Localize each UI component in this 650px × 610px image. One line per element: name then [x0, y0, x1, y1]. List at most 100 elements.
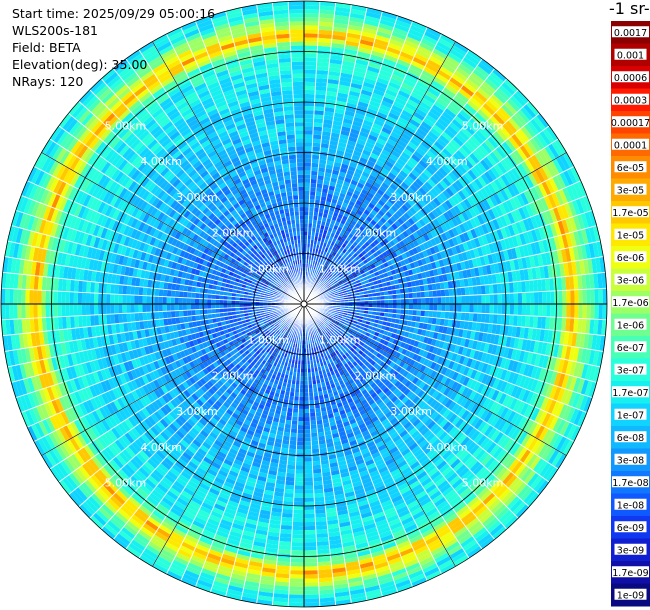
data-bin	[304, 134, 313, 139]
data-bin	[550, 304, 555, 318]
data-bin	[314, 195, 322, 201]
data-bin	[351, 74, 365, 82]
data-bin	[316, 220, 322, 225]
data-bin	[304, 182, 311, 188]
data-bin	[304, 392, 309, 397]
data-bin	[335, 2, 352, 9]
data-bin	[340, 163, 349, 170]
data-bin	[286, 468, 296, 474]
data-bin	[314, 203, 320, 209]
data-bin	[314, 94, 326, 100]
data-bin	[351, 124, 362, 132]
data-bin	[304, 578, 319, 583]
data-bin	[318, 21, 334, 27]
data-bin	[325, 197, 333, 203]
data-bin	[582, 289, 587, 304]
data-bin	[304, 477, 314, 482]
data-bin	[310, 420, 317, 426]
data-bin	[464, 286, 470, 296]
data-bin	[304, 9, 320, 14]
data-bin	[336, 179, 344, 185]
data-bin	[310, 170, 318, 176]
data-bin	[469, 295, 474, 304]
data-bin	[349, 86, 362, 94]
data-bin	[352, 70, 366, 78]
data-bin	[340, 130, 351, 137]
data-bin	[353, 66, 367, 74]
data-bin	[304, 529, 317, 535]
data-bin	[313, 114, 324, 120]
data-bin	[517, 292, 523, 304]
data-bin	[374, 38, 389, 47]
data-bin	[304, 215, 309, 220]
data-bin	[340, 188, 348, 195]
data-bin	[448, 311, 454, 320]
data-bin	[347, 136, 358, 143]
data-bin	[307, 235, 312, 240]
data-bin	[332, 211, 339, 218]
data-bin	[304, 65, 317, 71]
data-bin	[376, 30, 392, 39]
data-bin	[291, 529, 304, 535]
data-bin	[437, 296, 442, 304]
data-bin	[284, 488, 295, 494]
data-bin	[310, 174, 318, 180]
data-bin	[330, 132, 341, 139]
data-bin	[304, 247, 307, 252]
data-bin	[436, 310, 442, 319]
data-bin	[317, 216, 323, 222]
data-bin	[562, 304, 567, 318]
data-bin	[288, 590, 304, 595]
data-bin	[346, 28, 362, 36]
data-bin	[294, 481, 304, 486]
data-bin	[313, 122, 324, 128]
data-bin	[509, 293, 515, 304]
data-bin	[287, 456, 296, 462]
data-bin	[558, 304, 563, 318]
data-bin	[304, 114, 314, 119]
data-bin	[288, 594, 304, 599]
data-bin	[321, 131, 332, 137]
data-bin	[480, 313, 486, 324]
data-bin	[304, 437, 312, 442]
data-bin	[529, 291, 535, 304]
data-bin	[550, 290, 555, 304]
data-bin	[313, 476, 323, 482]
data-bin	[420, 310, 426, 317]
data-bin	[353, 146, 364, 154]
data-bin	[284, 423, 292, 429]
data-bin	[496, 314, 502, 325]
data-bin	[314, 232, 320, 237]
data-bin	[594, 288, 599, 304]
data-bin	[345, 36, 361, 44]
data-bin	[289, 578, 304, 583]
data-bin	[328, 144, 338, 150]
data-bin	[317, 266, 321, 271]
data-bin	[310, 428, 318, 434]
data-bin	[304, 89, 316, 95]
data-bin	[331, 169, 340, 176]
data-bin	[488, 313, 494, 324]
data-bin	[339, 76, 352, 83]
data-bin	[299, 380, 304, 385]
data-bin	[290, 432, 298, 438]
data-bin	[343, 48, 358, 56]
data-bin	[440, 289, 446, 297]
data-bin	[332, 26, 348, 33]
data-bin	[367, 104, 380, 112]
data-bin	[334, 6, 351, 13]
data-bin	[345, 106, 357, 113]
data-bin	[333, 22, 349, 29]
data-bin	[341, 122, 353, 129]
data-bin	[355, 58, 369, 66]
data-bin	[489, 304, 494, 314]
data-bin	[313, 110, 325, 116]
data-bin	[292, 408, 299, 413]
data-bin	[292, 513, 304, 519]
data-bin	[333, 190, 341, 197]
data-bin	[361, 31, 377, 39]
data-bin	[578, 304, 583, 319]
data-bin	[396, 304, 401, 310]
data-bin	[521, 304, 527, 316]
data-bin	[445, 304, 450, 312]
